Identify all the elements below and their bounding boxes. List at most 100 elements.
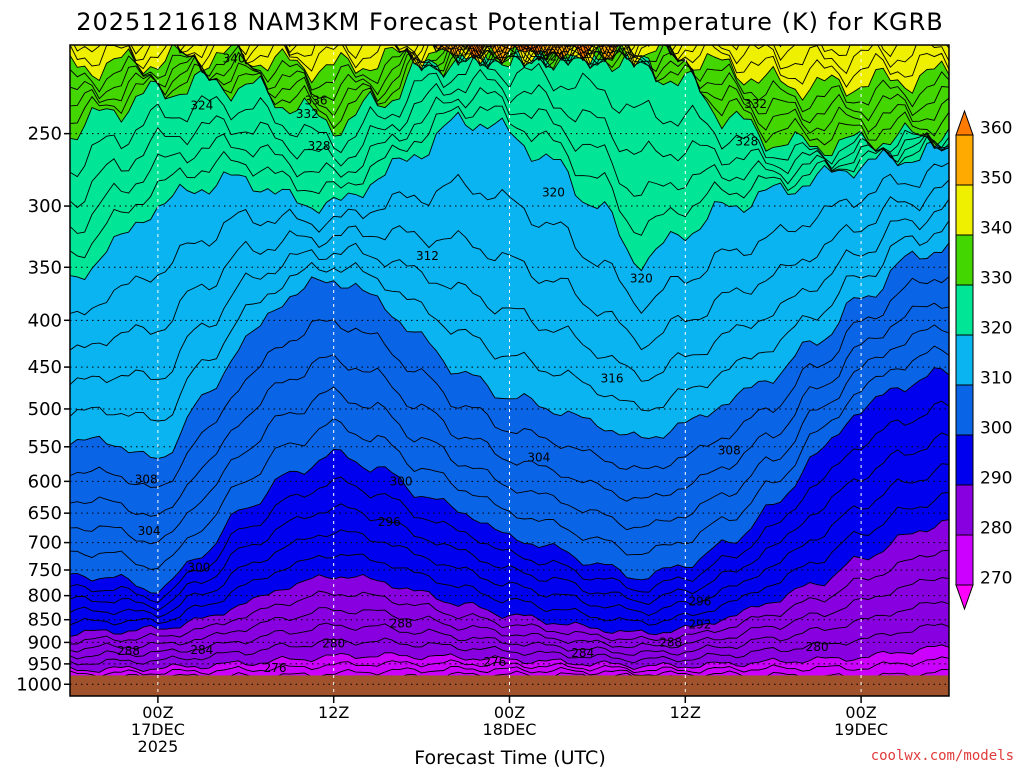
contour-label: 292 — [688, 617, 711, 631]
colorbar-label: 320 — [980, 319, 1012, 339]
colorbar-label: 290 — [980, 469, 1012, 489]
colorbar-label: 330 — [980, 269, 1012, 289]
contour-label: 296 — [378, 515, 401, 529]
pressure-tick-label: 650 — [28, 503, 62, 524]
isentrope-318 — [70, 162, 949, 316]
pressure-tick-label: 950 — [28, 654, 62, 675]
time-tick-label: 19DEC — [834, 720, 888, 739]
isentrope-342 — [70, 45, 949, 88]
contour-label: 328 — [735, 134, 758, 148]
colorbar-label: 340 — [980, 219, 1012, 239]
time-tick-label: 12Z — [670, 703, 701, 722]
isentrope-306 — [70, 302, 949, 517]
pressure-tick-label: 750 — [28, 560, 62, 581]
contour-label: 276 — [483, 655, 506, 669]
isentrope-336 — [70, 45, 949, 124]
time-tick-label: 2025 — [138, 737, 179, 756]
ground-below-surface — [70, 675, 949, 696]
contour-label: 300 — [187, 560, 210, 574]
contour-label: 304 — [138, 524, 161, 538]
contour-label: 288 — [659, 635, 682, 649]
credit-text: coolwx.com/models — [871, 748, 1014, 764]
contour-label: 280 — [806, 640, 829, 654]
ground-fill — [70, 675, 949, 696]
time-tick-label: 00Z — [494, 703, 525, 722]
colorbar-swatch — [955, 434, 974, 486]
contour-label: 284 — [190, 643, 213, 657]
colorbar-over-arrow — [955, 109, 974, 136]
pressure-tick-label: 350 — [28, 257, 62, 278]
pressure-tick-label: 700 — [28, 533, 62, 554]
colorbar-label: 310 — [980, 369, 1012, 389]
contour-label: 300 — [390, 474, 413, 488]
theta-filled-bands — [70, 45, 949, 696]
pressure-tick-label: 900 — [28, 632, 62, 653]
colorbar-swatch — [955, 534, 974, 586]
colorbar-swatch — [955, 184, 974, 236]
colorbar-label: 300 — [980, 419, 1012, 439]
contour-label: 324 — [542, 50, 565, 64]
time-tick-label: 18DEC — [483, 720, 537, 739]
pressure-tick-label: 500 — [28, 399, 62, 420]
contour-label: 276 — [264, 661, 287, 675]
time-tick-label: 17DEC — [131, 720, 185, 739]
contour-label: 288 — [117, 644, 140, 658]
time-tick-label: 12Z — [318, 703, 349, 722]
isentrope-294 — [70, 463, 949, 619]
colorbar-label: 350 — [980, 169, 1012, 189]
colorbar-label: 270 — [980, 569, 1012, 589]
pressure-tick-label: 550 — [28, 437, 62, 458]
colorbar: 270 280 290 300 310 320 330 340 350 360 — [955, 109, 1012, 611]
time-tick-label: 00Z — [142, 703, 173, 722]
pressure-tick-label: 850 — [28, 610, 62, 631]
isentrope-310 — [70, 242, 949, 459]
contour-label: 284 — [571, 646, 594, 660]
contour-label: 320 — [630, 271, 653, 285]
contour-label: 308 — [135, 472, 158, 486]
colorbar-swatch — [955, 284, 974, 336]
isentrope-314 — [70, 199, 949, 386]
isentrope-348 — [176, 45, 782, 64]
isentrope-282 — [70, 623, 949, 666]
contour-label: 296 — [688, 595, 711, 609]
colorbar-swatch — [955, 134, 974, 186]
contour-label: 312 — [416, 249, 439, 263]
isentrope-324 — [70, 87, 949, 234]
time-tick-label: 00Z — [845, 703, 876, 722]
contour-label: 336 — [305, 94, 328, 108]
contour-label: 332 — [744, 97, 767, 111]
x-axis-title: Forecast Time (UTC) — [414, 747, 605, 768]
contour-label: 340 — [223, 52, 246, 66]
isentrope-280 — [70, 644, 949, 673]
isentrope-338 — [70, 45, 949, 113]
colorbar-swatch — [955, 234, 974, 286]
pressure-tick-label: 1000 — [16, 674, 62, 695]
contour-label: 320 — [542, 186, 565, 200]
contour-label: 328 — [308, 139, 331, 153]
contour-label: 324 — [190, 99, 213, 113]
pressure-tick-label: 250 — [28, 124, 62, 145]
pressure-tick-label: 800 — [28, 586, 62, 607]
colorbar-swatch — [955, 484, 974, 536]
contour-label: 288 — [390, 616, 413, 630]
pressure-axis: 2503003504004505005506006507007508008509… — [16, 124, 70, 695]
contour-label: 308 — [718, 443, 741, 457]
isentrope-300 — [70, 367, 949, 594]
pressure-tick-label: 300 — [28, 196, 62, 217]
pressure-tick-label: 400 — [28, 310, 62, 331]
colorbar-under-arrow — [955, 584, 974, 611]
colorbar-label: 280 — [980, 519, 1012, 539]
isentrope-340 — [70, 45, 949, 101]
isentrope-290 — [70, 519, 949, 638]
contour-label: 316 — [601, 371, 624, 385]
colorbar-label: 360 — [980, 119, 1012, 139]
pressure-tick-label: 600 — [28, 471, 62, 492]
isentrope-284 — [70, 601, 949, 660]
contour-labels: 3403363323283243243323283203203123163083… — [117, 50, 828, 675]
isentrope-350 — [179, 45, 672, 65]
colorbar-swatch — [955, 384, 974, 436]
contour-label: 332 — [296, 107, 319, 121]
contour-label: 304 — [527, 450, 550, 464]
isentrope-346 — [130, 45, 949, 67]
